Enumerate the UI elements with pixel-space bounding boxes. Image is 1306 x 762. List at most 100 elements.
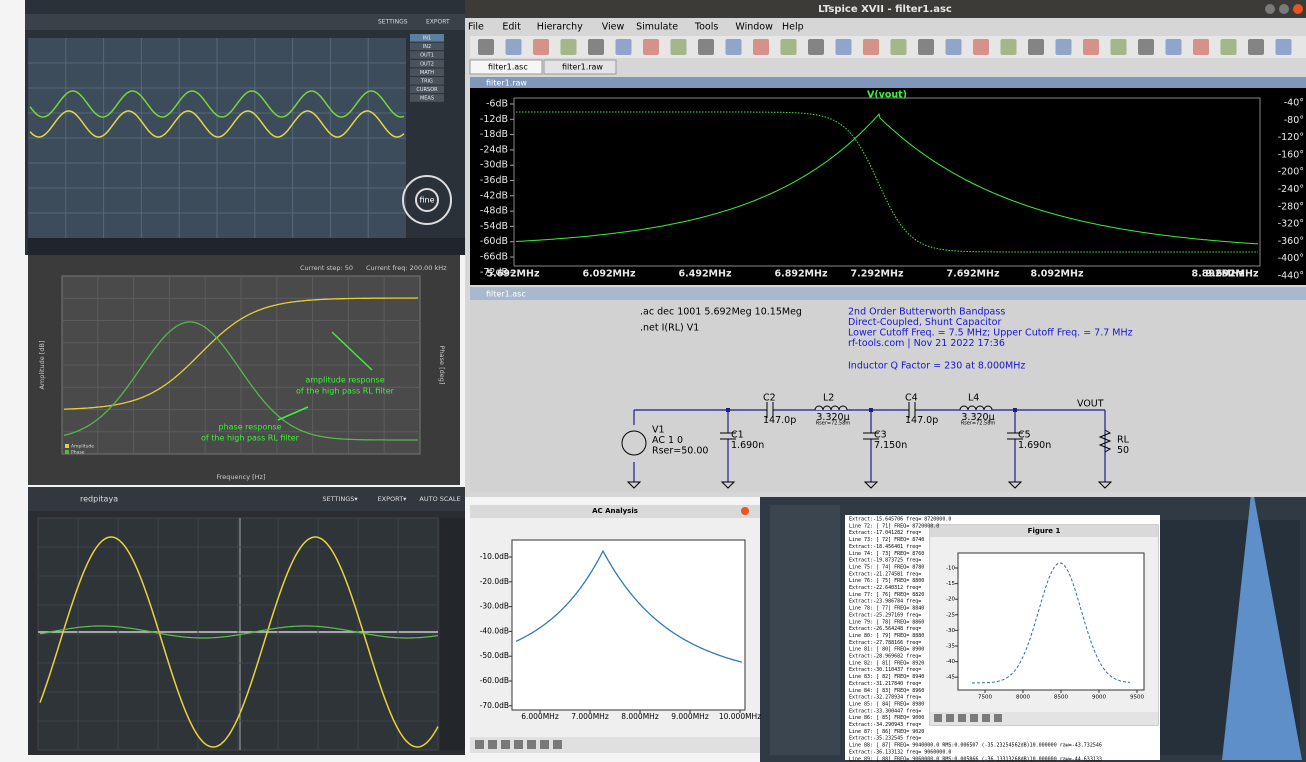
toolbar-icon[interactable]: [1138, 39, 1154, 55]
menu-item[interactable]: Tools: [694, 22, 718, 33]
toolbar-icon[interactable]: [506, 39, 522, 55]
window-button[interactable]: [1265, 4, 1275, 14]
toolbar-icon[interactable]: [488, 740, 497, 749]
window-button[interactable]: [1279, 4, 1289, 14]
toolbar-icon[interactable]: [588, 39, 604, 55]
toolbar-icon[interactable]: [1083, 39, 1099, 55]
y-tick-label: -54dB: [480, 221, 508, 232]
x-tick-label: 7.292MHz: [851, 269, 904, 280]
toolbar-icon[interactable]: [643, 39, 659, 55]
y-tick-label: -30: [946, 628, 955, 634]
toolbar-icon[interactable]: [946, 39, 962, 55]
toolbar-button[interactable]: AUTO SCALE: [419, 495, 460, 503]
component-label: L2: [823, 393, 834, 404]
terminal-line: Line 73: [ 72] FREQ= 8740: [849, 537, 924, 543]
toolbar-icon[interactable]: [982, 714, 990, 722]
toolbar-icon[interactable]: [616, 39, 632, 55]
schematic-titlebar: [470, 287, 1306, 300]
terminal-line: Line 78: [ 77] FREQ= 8840: [849, 606, 924, 612]
y2-tick-label: -40°: [1284, 98, 1304, 109]
toolbar-button[interactable]: SETTINGS▾: [322, 495, 358, 503]
terminal-line: Extract:-34.290943 freq=: [849, 722, 921, 728]
channel-label[interactable]: MATH: [420, 70, 434, 76]
toolbar-icon[interactable]: [863, 39, 879, 55]
x-tick-label: 5.692MHz: [487, 269, 540, 280]
channel-label[interactable]: MEAS: [420, 96, 434, 102]
toolbar-icon[interactable]: [946, 714, 954, 722]
page: SETTINGS EXPORT IN1 IN2 OUT1 OUT2 MATH TRIG CURS…: [0, 0, 1306, 762]
channel-label[interactable]: TRIG: [420, 79, 433, 85]
toolbar-icon[interactable]: [1056, 39, 1072, 55]
channel-label[interactable]: OUT2: [420, 61, 434, 67]
menu-item[interactable]: Window: [735, 22, 773, 33]
terminal-line: Line 77: [ 76] FREQ= 8820: [849, 592, 924, 598]
brand: redpitaya: [80, 495, 118, 504]
channel-label[interactable]: CURSOR: [416, 87, 438, 93]
y-tick-label: -50.0dB: [480, 651, 509, 660]
plot-titlebar: [470, 77, 1306, 88]
toolbar-icon[interactable]: [891, 39, 907, 55]
menu-item[interactable]: File: [468, 22, 484, 33]
component-label: 7.150n: [874, 440, 907, 451]
toolbar-icon[interactable]: [501, 740, 510, 749]
toolbar-icon[interactable]: [934, 714, 942, 722]
toolbar-icon[interactable]: [808, 39, 824, 55]
y-tick-label: -25: [946, 612, 955, 618]
toolbar-icon[interactable]: [671, 39, 687, 55]
y2-tick-label: -160°: [1278, 149, 1304, 160]
close-button[interactable]: [741, 507, 749, 515]
toolbar-icon[interactable]: [836, 39, 852, 55]
comment: Lower Cutoff Freq. = 7.5 MHz; Upper Cuto…: [848, 328, 1133, 339]
toolbar-icon[interactable]: [726, 39, 742, 55]
toolbar-icon[interactable]: [561, 39, 577, 55]
menu-item[interactable]: Help: [782, 22, 804, 33]
component-label: L4: [968, 393, 979, 404]
component-label: C5: [1018, 430, 1031, 441]
menu-item[interactable]: Edit: [502, 22, 521, 33]
ac-toolbar[interactable]: [470, 737, 760, 753]
toolbar-icon[interactable]: [958, 714, 966, 722]
toolbar-icon[interactable]: [1276, 39, 1292, 55]
toolbar-icon[interactable]: [1028, 39, 1044, 55]
toolbar-icon[interactable]: [1248, 39, 1264, 55]
toolbar-icon[interactable]: [1166, 39, 1182, 55]
toolbar-icon[interactable]: [533, 39, 549, 55]
toolbar-icon[interactable]: [478, 39, 494, 55]
toolbar-icon[interactable]: [918, 39, 934, 55]
menu-item[interactable]: Hierarchy: [537, 22, 583, 33]
scope-button[interactable]: EXPORT: [426, 19, 450, 26]
terminal-line: Extract:-26.564248 freq=: [849, 626, 921, 632]
toolbar-icon[interactable]: [1221, 39, 1237, 55]
window-title: Figure 1: [1028, 527, 1061, 535]
x-tick-label: 10.000MHz: [719, 712, 761, 721]
toolbar-icon[interactable]: [527, 740, 536, 749]
channel-label[interactable]: OUT1: [420, 53, 434, 59]
toolbar-icon[interactable]: [1001, 39, 1017, 55]
tab-label[interactable]: filter1.asc: [488, 63, 528, 72]
toolbar-icon[interactable]: [753, 39, 769, 55]
menu-item[interactable]: Simulate: [636, 22, 678, 33]
toolbar-icon[interactable]: [1193, 39, 1209, 55]
close-button[interactable]: [1293, 4, 1303, 14]
channel-label[interactable]: IN2: [423, 44, 431, 50]
toolbar-icon[interactable]: [970, 714, 978, 722]
component-label: AC 1 0: [652, 435, 683, 446]
toolbar-icon[interactable]: [553, 740, 562, 749]
toolbar-icon[interactable]: [1111, 39, 1127, 55]
status-text: Current freq: 200.00 kHz: [366, 264, 447, 272]
toolbar-icon[interactable]: [475, 740, 484, 749]
window-title: LTspice XVII - filter1.asc: [818, 4, 952, 15]
toolbar-icon[interactable]: [973, 39, 989, 55]
terminal-line: Extract:-36.133132 freq= 9060000.0: [849, 749, 951, 755]
toolbar-icon[interactable]: [514, 740, 523, 749]
terminal-line: Line 74: [ 73] FREQ= 8760: [849, 551, 924, 557]
toolbar-icon[interactable]: [698, 39, 714, 55]
scope-button[interactable]: SETTINGS: [378, 19, 408, 26]
toolbar-button[interactable]: EXPORT▾: [378, 495, 408, 503]
toolbar-icon[interactable]: [540, 740, 549, 749]
menu-item[interactable]: View: [602, 22, 625, 33]
tab-label[interactable]: filter1.raw: [562, 63, 603, 72]
channel-label[interactable]: IN1: [423, 36, 431, 42]
toolbar-icon[interactable]: [781, 39, 797, 55]
toolbar-icon[interactable]: [994, 714, 1002, 722]
